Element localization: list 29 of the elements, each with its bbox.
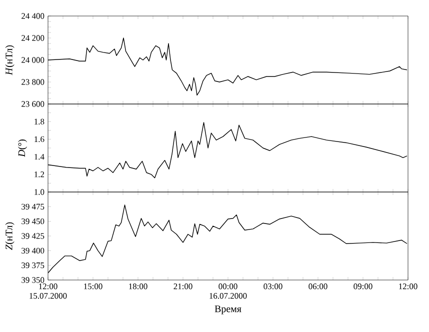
y-axis-title: D(°) — [18, 140, 28, 158]
y-tick-label: 39 375 — [22, 262, 44, 268]
y-tick-label: 39 450 — [22, 218, 44, 224]
y-tick-label: 23 600 — [22, 101, 44, 107]
y-tick-label: 1.6 — [34, 136, 44, 142]
x-tick-label: 09:00 — [354, 284, 372, 290]
y-tick-label: 23 800 — [22, 79, 44, 85]
x-tick-label: 12:00 15.07.2000 — [30, 284, 67, 299]
y-tick-label: 1.4 — [34, 154, 44, 160]
x-tick-label: 12:00 — [399, 284, 418, 290]
y-tick-label: 39 400 — [22, 248, 44, 254]
x-tick-label: 06:00 — [308, 284, 328, 290]
x-tick-label: 03:00 — [264, 284, 282, 290]
y-tick-label: 39 350 — [22, 277, 44, 283]
y-axis-title: H(нТл) — [5, 45, 14, 76]
x-tick-label: 15:00 — [84, 284, 102, 290]
y-tick-label: 24 000 — [22, 57, 44, 63]
x-tick-label: 00:00 16.07.2000 — [210, 284, 247, 299]
y-tick-label: 39 425 — [22, 233, 44, 239]
x-tick-label: 21:00 — [174, 284, 192, 290]
x-axis-title: Время — [214, 306, 242, 314]
y-tick-label: 39 475 — [22, 204, 44, 210]
y-tick-label: 1.0 — [34, 189, 44, 195]
y-tick-label: 1.2 — [34, 172, 44, 178]
y-tick-label: 24 200 — [22, 35, 44, 41]
x-tick-label: 18:00 — [129, 284, 148, 290]
y-tick-label: 1.8 — [34, 118, 44, 124]
y-axis-title: Z(нТл) — [5, 222, 14, 250]
y-tick-label: 24 400 — [22, 13, 44, 19]
